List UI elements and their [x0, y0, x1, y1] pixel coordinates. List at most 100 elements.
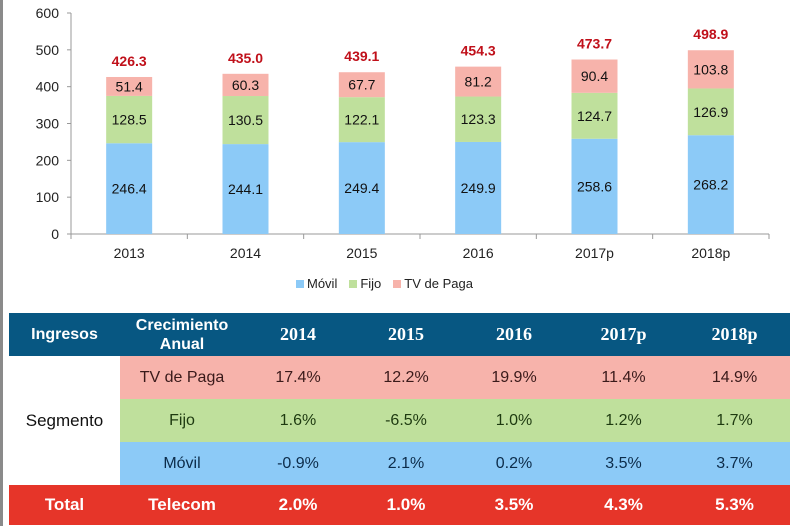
- bar-tv-de-paga-2014: [222, 73, 269, 97]
- data-label: 130.5: [228, 112, 263, 128]
- table-cell: 2.1%: [352, 442, 460, 485]
- header-crecimiento-line2: Anual: [159, 335, 205, 353]
- total-name: Telecom: [120, 485, 244, 525]
- bar-m-vil-2016: [455, 141, 502, 234]
- bar-m-vil-2017p: [571, 138, 618, 234]
- legend-item-movil: Móvil: [296, 276, 337, 291]
- table-cell: 3.5%: [568, 442, 679, 485]
- legend-swatch-fijo: [349, 279, 358, 288]
- bar-tv-de-paga-2016: [455, 66, 502, 97]
- bar-tv-de-paga-2018p: [687, 50, 734, 89]
- data-label: 90.4: [581, 68, 608, 84]
- bar-tv-de-paga-2017p: [571, 59, 618, 93]
- data-label: 60.3: [232, 77, 259, 93]
- left-border: [0, 0, 3, 526]
- data-label: 67.7: [348, 77, 375, 93]
- table-cell: 1.0%: [352, 485, 460, 525]
- table-cell: 0.2%: [460, 442, 568, 485]
- total-label: 454.3: [461, 43, 496, 59]
- header-crecimiento-anual: Crecimiento Anual: [120, 313, 244, 356]
- total-label: 498.9: [693, 26, 728, 42]
- bar-fijo-2017p: [571, 92, 618, 139]
- bar-m-vil-2015: [338, 142, 385, 234]
- bar-m-vil-2013: [106, 143, 153, 234]
- table-cell: 1.6%: [244, 399, 352, 442]
- bar-fijo-2018p: [687, 88, 734, 136]
- bar-fijo-2015: [338, 97, 385, 143]
- data-label: 249.9: [461, 180, 496, 196]
- table-cell: 1.0%: [460, 399, 568, 442]
- data-label: 123.3: [461, 111, 496, 127]
- y-tick-label: 200: [36, 152, 60, 168]
- table-cell: 1.7%: [679, 399, 790, 442]
- data-label: 122.1: [344, 112, 379, 128]
- table-cell: 19.9%: [460, 356, 568, 399]
- y-tick-label: 600: [36, 5, 60, 21]
- legend-label-fijo: Fijo: [360, 276, 382, 291]
- chart-legend: Móvil Fijo TV de Paga: [296, 276, 473, 291]
- data-label: 81.2: [465, 74, 492, 90]
- bar-m-vil-2014: [222, 144, 269, 234]
- legend-item-fijo: Fijo: [349, 276, 381, 291]
- total-label: 473.7: [577, 36, 612, 52]
- y-tick-label: 0: [51, 226, 59, 242]
- header-2015: 2015: [352, 313, 460, 356]
- table-header-row: Ingresos Crecimiento Anual 2014 2015 201…: [9, 313, 790, 356]
- table-cell: 1.2%: [568, 399, 679, 442]
- data-label: 51.4: [116, 78, 143, 94]
- total-label: 435.0: [228, 50, 263, 66]
- bar-m-vil-2018p: [687, 135, 734, 234]
- header-crecimiento-line1: Crecimiento: [135, 316, 229, 334]
- header-ingresos: Ingresos: [9, 313, 120, 356]
- x-tick-label: 2016: [463, 245, 494, 261]
- data-label: 103.8: [693, 61, 728, 77]
- labels: 246.4 128.5 51.4 426.3 244.1 130.5 60.3 435.0 24…: [112, 26, 729, 197]
- header-2017p: 2017p: [568, 313, 679, 356]
- table-row-movil: Móvil -0.9% 2.1% 0.2% 3.5% 3.7%: [9, 442, 790, 485]
- data-label: 249.4: [344, 180, 379, 196]
- total-label: Total: [9, 485, 120, 525]
- bar-fijo-2016: [455, 96, 502, 142]
- y-tick-label: 100: [36, 189, 60, 205]
- bars: [106, 50, 734, 234]
- table-cell: -0.9%: [244, 442, 352, 485]
- legend-item-tv-de-paga: TV de Paga: [393, 276, 473, 291]
- bar-fijo-2013: [106, 95, 153, 144]
- data-label: 246.4: [112, 181, 147, 197]
- table-cell: 17.4%: [244, 356, 352, 399]
- y-tick-label: 300: [36, 116, 60, 132]
- table-cell: -6.5%: [352, 399, 460, 442]
- table-cell: 14.9%: [679, 356, 790, 399]
- bar-tv-de-paga-2013: [106, 76, 153, 96]
- x-tick-label: 2018p: [691, 245, 730, 261]
- header-2014: 2014: [244, 313, 352, 356]
- axes: 0 100 200 300 400 500 600 2013 2014 2015 2016 2017p…: [36, 5, 770, 261]
- table-cell: 3.7%: [679, 442, 790, 485]
- bar-tv-de-paga-2015: [338, 72, 385, 98]
- table-cell: 11.4%: [568, 356, 679, 399]
- total-label: 426.3: [112, 53, 147, 69]
- y-tick-label: 500: [36, 42, 60, 58]
- data-label: 124.7: [577, 108, 612, 124]
- stacked-bar-chart: 0 100 200 300 400 500 600 2013 2014 2015 2016 2017p…: [36, 5, 770, 261]
- header-2018p: 2018p: [679, 313, 790, 356]
- x-tick-label: 2017p: [575, 245, 614, 261]
- legend-swatch-tv-de-paga: [393, 279, 402, 288]
- table-cell: 5.3%: [679, 485, 790, 525]
- table-cell: 3.5%: [460, 485, 568, 525]
- data-label: 268.2: [693, 177, 728, 193]
- x-tick-label: 2014: [230, 245, 261, 261]
- row-name-movil: Móvil: [120, 442, 244, 485]
- table-cell: 12.2%: [352, 356, 460, 399]
- table-cell: 4.3%: [568, 485, 679, 525]
- table-row-total: Total Telecom 2.0% 1.0% 3.5% 4.3% 5.3%: [9, 485, 790, 525]
- legend-label-movil: Móvil: [307, 276, 338, 291]
- growth-table: Ingresos Crecimiento Anual 2014 2015 201…: [9, 313, 790, 525]
- legend-swatch-movil: [296, 279, 304, 288]
- data-label: 126.9: [693, 104, 728, 120]
- row-name-tv-de-paga: TV de Paga: [120, 356, 244, 399]
- total-label: 439.1: [344, 48, 379, 64]
- row-name-fijo: Fijo: [120, 399, 244, 442]
- y-tick-label: 400: [36, 79, 60, 95]
- data-label: 128.5: [112, 112, 147, 128]
